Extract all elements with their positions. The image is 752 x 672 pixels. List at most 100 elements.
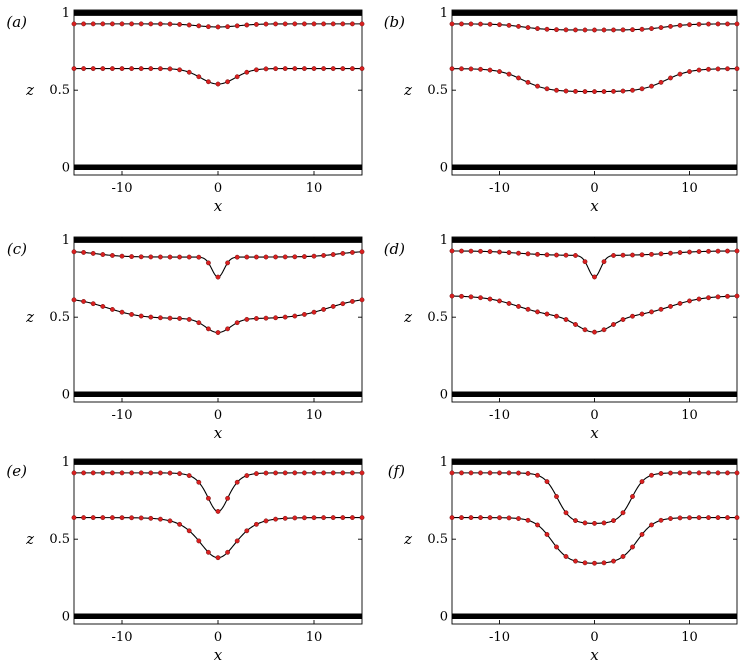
data-marker	[129, 515, 135, 521]
data-marker	[301, 515, 307, 521]
data-marker	[449, 293, 455, 299]
data-marker	[321, 515, 326, 521]
data-marker	[148, 66, 154, 72]
axes-frame	[451, 236, 738, 403]
y-axis-label: z	[25, 308, 34, 326]
data-marker	[205, 260, 211, 266]
data-marker	[321, 21, 326, 27]
data-marker	[554, 494, 559, 499]
y-axis-label: z	[25, 530, 34, 548]
x-tick-label: 0	[214, 408, 222, 423]
data-marker	[330, 304, 336, 309]
x-tick-label: -10	[489, 630, 510, 645]
data-marker	[487, 470, 493, 476]
data-marker	[706, 295, 711, 301]
data-marker	[157, 516, 163, 522]
data-marker	[301, 254, 307, 259]
data-marker	[535, 26, 540, 31]
data-marker	[81, 66, 87, 72]
x-tick-label: 10	[306, 181, 323, 196]
axes-frame	[451, 458, 738, 625]
data-marker	[449, 66, 455, 72]
data-marker	[148, 254, 154, 260]
data-marker	[573, 253, 578, 258]
data-marker	[630, 544, 635, 550]
data-marker	[687, 515, 692, 521]
data-marker	[715, 66, 721, 72]
data-marker	[71, 297, 77, 303]
x-axis-label: x	[214, 424, 223, 442]
data-marker	[71, 515, 77, 520]
data-marker	[601, 27, 607, 33]
data-marker	[506, 22, 512, 28]
data-marker	[138, 470, 144, 476]
data-marker	[449, 470, 455, 476]
data-marker	[100, 21, 106, 27]
data-marker	[592, 27, 597, 33]
data-marker	[639, 86, 645, 92]
lower-interface-line	[452, 295, 737, 333]
data-marker	[100, 252, 106, 257]
data-marker	[611, 518, 616, 523]
data-marker	[639, 479, 645, 485]
data-marker	[263, 21, 269, 27]
data-marker	[148, 21, 154, 27]
data-marker	[110, 66, 115, 72]
data-marker	[554, 313, 559, 319]
y-tick-label: 0.5	[427, 532, 448, 547]
data-marker	[263, 470, 269, 476]
data-marker	[196, 23, 202, 29]
data-marker	[292, 515, 298, 521]
data-marker	[292, 313, 298, 319]
data-marker	[215, 509, 221, 514]
data-marker	[292, 254, 298, 260]
x-tick-label: 10	[681, 408, 698, 423]
data-marker	[734, 515, 740, 520]
data-marker	[706, 66, 711, 72]
data-marker	[449, 248, 455, 254]
data-marker	[601, 327, 607, 333]
data-marker	[81, 21, 87, 27]
data-marker	[696, 67, 702, 73]
data-marker	[330, 21, 336, 27]
data-marker	[592, 560, 597, 566]
data-marker	[263, 254, 269, 260]
data-marker	[696, 470, 702, 476]
data-marker	[340, 66, 346, 72]
chart-panel-c: -10 0 10 0 0.5 1 x z (c)	[7, 233, 365, 442]
data-marker	[611, 322, 616, 327]
data-marker	[734, 293, 740, 299]
data-marker	[311, 470, 317, 476]
x-tick-label: 0	[590, 181, 598, 196]
data-marker	[273, 470, 278, 476]
data-marker	[253, 316, 259, 321]
data-marker	[205, 326, 211, 332]
data-marker	[234, 23, 240, 29]
data-marker	[715, 21, 721, 27]
data-marker	[244, 69, 250, 75]
data-marker	[696, 296, 702, 302]
chart-panel-d: -10 0 10 0 0.5 1 x z (d)	[384, 233, 740, 442]
data-marker	[186, 528, 192, 534]
y-axis-label: z	[403, 81, 412, 99]
data-marker	[157, 21, 163, 27]
data-marker	[234, 254, 240, 260]
data-marker	[535, 83, 540, 89]
data-marker	[205, 24, 211, 30]
data-marker	[292, 66, 298, 72]
data-marker	[167, 254, 173, 260]
y-tick-label: 1	[440, 455, 448, 470]
data-marker	[340, 515, 346, 521]
data-marker	[330, 470, 336, 476]
data-marker	[359, 249, 365, 255]
data-marker	[282, 470, 288, 476]
data-marker	[573, 88, 578, 94]
data-marker	[639, 311, 645, 317]
data-marker	[225, 326, 231, 332]
data-marker	[157, 66, 163, 72]
data-marker	[225, 24, 231, 30]
data-marker	[506, 71, 512, 77]
data-marker	[544, 479, 550, 485]
data-marker	[459, 515, 464, 520]
y-tick-label: 0	[440, 387, 448, 402]
